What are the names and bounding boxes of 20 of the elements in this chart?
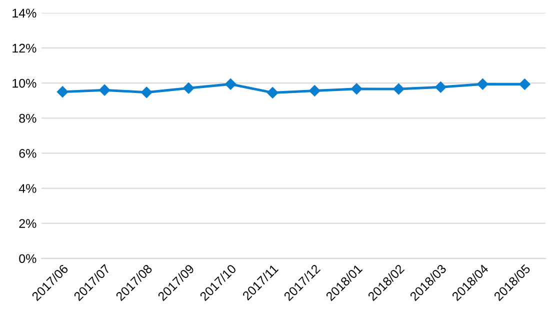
y-tick-label: 12% [12,44,36,53]
point [267,87,278,98]
y-tick-label: 6% [19,148,36,158]
point [351,83,362,94]
y-tick-label: 0% [19,254,36,264]
y-tick-label: 10% [12,78,36,88]
y-tick-label: 4% [18,184,36,193]
point [224,78,236,90]
point [393,83,404,95]
point [98,84,110,96]
point [435,81,446,93]
point [140,86,152,98]
point [56,86,68,98]
point [477,78,488,90]
point [519,78,530,90]
point [309,85,320,96]
y-tick-label: 14% [12,8,36,18]
y-tick-label: 2% [19,219,36,228]
y-tick-label: 8% [19,114,36,123]
point [182,82,194,94]
